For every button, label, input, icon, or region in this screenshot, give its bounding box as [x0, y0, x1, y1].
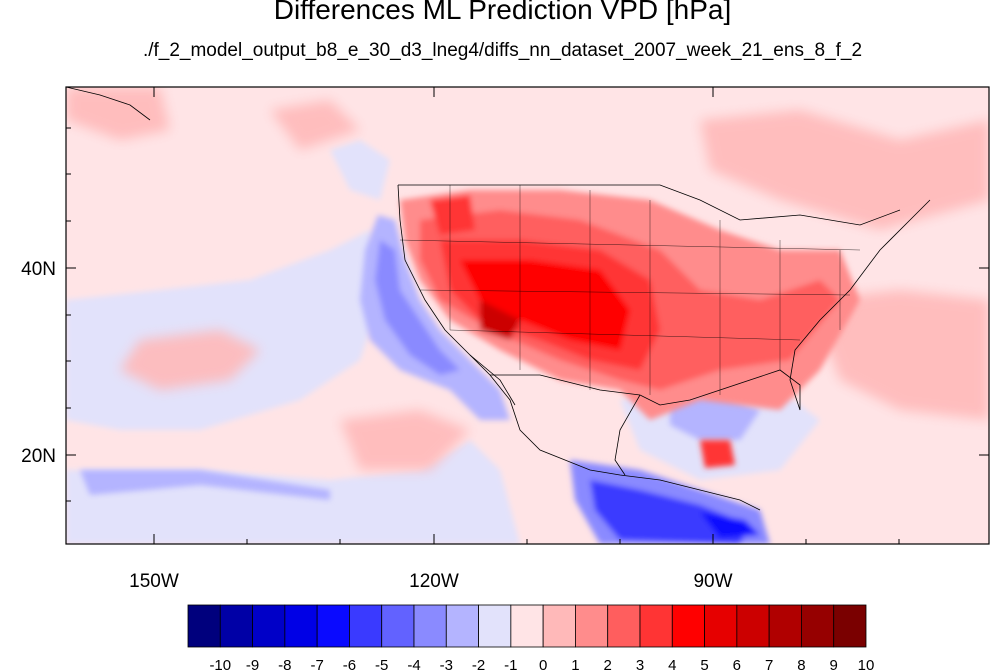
colorbar-box — [187, 604, 221, 648]
south-pacific-blue-strip — [80, 470, 330, 500]
colorbar-box — [639, 604, 673, 648]
colorbar-box — [801, 604, 835, 648]
colorbar-label: 6 — [733, 657, 741, 672]
colorbar-box — [704, 604, 738, 648]
colorbar-label: 0 — [539, 657, 547, 672]
colorbar-box — [671, 604, 705, 648]
colorbar-box — [219, 604, 253, 648]
coastlines — [66, 87, 931, 511]
colorbar-label: -4 — [407, 657, 420, 672]
colorbar-label: -7 — [310, 657, 323, 672]
lon-label-150w: 150W — [129, 571, 179, 592]
colorbar-label: -1 — [504, 657, 517, 672]
colorbar-box — [833, 604, 867, 648]
colorbar-box — [445, 604, 479, 648]
canada-border — [398, 184, 901, 226]
mexico-pacific-deep-blue — [700, 512, 760, 538]
contour-field — [66, 87, 989, 544]
colorbar-label: -2 — [472, 657, 485, 672]
colorbar-box — [607, 604, 641, 648]
colorbar-label: 1 — [571, 657, 579, 672]
colorbar-label: 3 — [636, 657, 644, 672]
mexico-offshore-red — [340, 410, 470, 470]
colorbar-label: -5 — [375, 657, 388, 672]
northwest-hotspot — [430, 195, 475, 235]
map-title: Differences ML Prediction VPD [hPa] — [273, 0, 732, 25]
colorbar: -10 -9 -8 -7 -6 -5 -4 -3 -2 -1 0 1 2 3 4 5 6 7 8 9 10 — [187, 604, 875, 672]
gulf-atlantic-coastline — [639, 199, 931, 411]
axis-ticks — [66, 87, 989, 544]
colorbar-box — [413, 604, 447, 648]
colorbar-label: 7 — [765, 657, 773, 672]
colorbar-box — [768, 604, 802, 648]
colorbar-label: -3 — [440, 657, 453, 672]
colorbar-box — [575, 604, 609, 648]
colorbar-box — [510, 604, 544, 648]
colorbar-box — [478, 604, 512, 648]
colorbar-box — [284, 604, 318, 648]
colorbar-box — [349, 604, 383, 648]
alaska-red — [66, 87, 170, 140]
colorbar-label: -6 — [343, 657, 356, 672]
coastal-blue-band — [360, 215, 510, 420]
mexico-pacific-blue-core — [590, 480, 750, 544]
colorbar-box — [252, 604, 286, 648]
colorbar-box — [381, 604, 415, 648]
lat-label-40n: 40N — [21, 259, 56, 280]
coastal-blue-core — [375, 240, 460, 375]
colorbar-label: 10 — [858, 657, 875, 672]
colorbar-label: -8 — [278, 657, 291, 672]
gulf-blue — [670, 395, 760, 440]
north-pale-blue — [330, 140, 390, 200]
gulf-hotspot — [700, 440, 735, 468]
colorbar-label: 9 — [830, 657, 838, 672]
colorbar-label: 8 — [797, 657, 805, 672]
colorbar-label: -9 — [246, 657, 259, 672]
colorbar-label: 5 — [700, 657, 708, 672]
canada-red — [700, 110, 989, 230]
colorbar-box — [316, 604, 350, 648]
us-red-core — [460, 260, 630, 350]
mexico-border — [490, 374, 641, 396]
colorbar-label: 4 — [668, 657, 676, 672]
atlantic-red — [810, 290, 989, 420]
mexico-gulf-coast — [614, 394, 641, 476]
north-pacific-red — [270, 100, 360, 150]
lon-label-90w: 90W — [693, 571, 732, 592]
colorbar-box — [736, 604, 770, 648]
baja-coast — [469, 354, 516, 406]
state-borders — [399, 185, 861, 395]
colorbar-label: -10 — [209, 657, 231, 672]
colorbar-box — [542, 604, 576, 648]
alaska-coast — [66, 87, 151, 121]
pacific-red-patch — [120, 330, 260, 390]
map-subtitle: ./f_2_model_output_b8_e_30_d3_lneg4/diff… — [142, 40, 863, 61]
california-hotspot — [480, 300, 520, 340]
colorbar-label: 2 — [604, 657, 612, 672]
lon-label-120w: 120W — [409, 571, 459, 592]
pacific-coastline — [397, 184, 761, 511]
lat-label-20n: 20N — [21, 446, 56, 467]
